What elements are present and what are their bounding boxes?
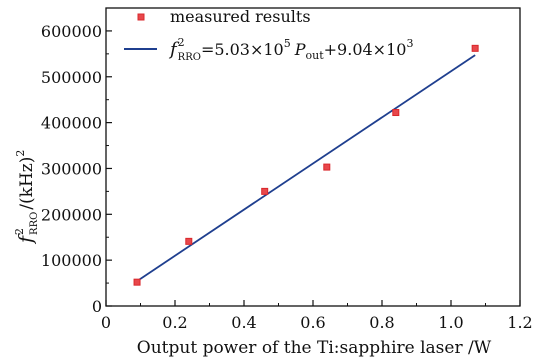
legend-label-measured: measured results: [170, 7, 311, 26]
tick-group: 0 0.2 0.4 0.6 0.8 1.0 1.2 0 100000 200000 300000 40…: [41, 22, 533, 332]
data-point-group: [133, 44, 479, 286]
legend-marker-measured: [137, 13, 145, 21]
legend-fit-eq: =5.03×10: [201, 40, 284, 59]
x-tick-label: 0.8: [369, 313, 394, 332]
y-title-rest: /(kHz): [17, 157, 37, 210]
y-title-sup: 2: [13, 228, 26, 235]
data-point: [261, 187, 269, 195]
x-tick-label: 1.2: [507, 313, 532, 332]
legend-label-fit: f2 RRO=5.03×105 Pout+9.04×103: [168, 36, 413, 63]
data-point: [185, 237, 193, 245]
data-point: [392, 109, 400, 117]
legend-fit-exp1: 5: [284, 37, 291, 50]
x-axis-title: Output power of the Ti:sapphire laser /W: [137, 338, 492, 358]
plot-frame: [105, 7, 521, 307]
x-tick-label: 1.0: [438, 313, 463, 332]
legend-fit-p: P: [294, 40, 306, 59]
y-tick-label: 200000: [41, 205, 102, 224]
fit-line-group: [136, 54, 476, 282]
legend-fit-p-sub: out: [306, 49, 325, 62]
legend-fit-exp2: 3: [406, 37, 413, 50]
data-point: [323, 163, 331, 171]
y-title-f: f: [15, 233, 37, 245]
data-point: [133, 278, 141, 286]
y-title-sub: RRO: [29, 212, 40, 235]
data-point: [471, 44, 479, 52]
legend-fit-tail: +9.04×10: [324, 40, 407, 59]
y-tick-label: 100000: [41, 251, 102, 270]
fit-line: [136, 54, 476, 282]
y-tick-label: 400000: [41, 114, 102, 133]
y-title-rest-sup: 2: [14, 150, 27, 157]
legend-fit-f-sup: 2: [178, 36, 185, 49]
y-tick-label: 600000: [41, 22, 102, 41]
y-axis-title: f2 RRO/(kHz)2: [13, 150, 40, 245]
y-tick-label: 300000: [41, 159, 102, 178]
legend: measured results f2 RRO=5.03×105 Pout+9.04…: [124, 7, 413, 63]
legend-fit-f-sub: RRO: [178, 52, 201, 63]
y-tick-label: 0: [92, 297, 102, 316]
y-tick-label: 500000: [41, 68, 102, 87]
x-tick-label: 0.6: [300, 313, 325, 332]
x-tick-label: 0.2: [162, 313, 187, 332]
x-tick-label: 0: [101, 313, 111, 332]
x-tick-label: 0.4: [231, 313, 256, 332]
